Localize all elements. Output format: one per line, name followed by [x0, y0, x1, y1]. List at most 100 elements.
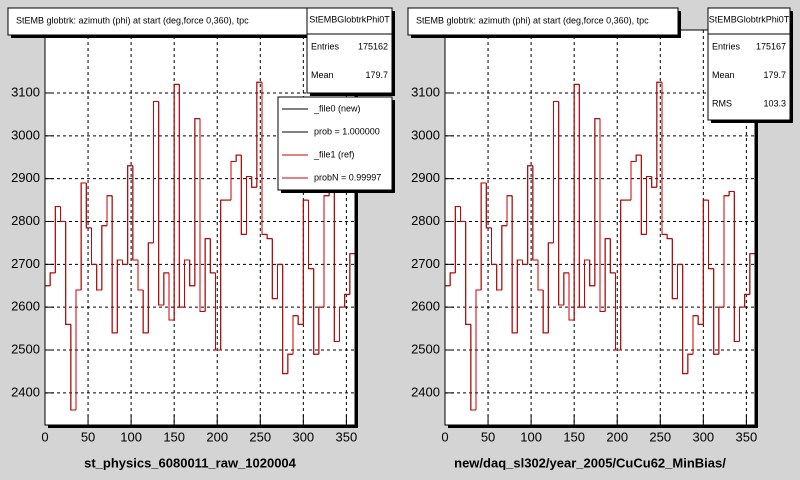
histogram-bin: [697, 315, 704, 325]
histogram-bin: [733, 191, 740, 342]
histogram-bin: [271, 238, 278, 300]
histogram-bin: [475, 289, 482, 411]
histogram-bin: [339, 306, 345, 342]
histogram-bin: [178, 84, 185, 308]
histogram-bin: [635, 154, 642, 162]
stats-box: [306, 7, 393, 94]
histogram-bin: [620, 199, 626, 351]
histogram-bin: [256, 81, 262, 188]
y-tick-label: 2800: [11, 213, 40, 228]
y-tick-label: 2500: [11, 341, 40, 356]
histogram-bin: [209, 238, 216, 274]
histogram-bin: [609, 238, 616, 274]
histogram-bin: [261, 82, 268, 235]
histogram-bin: [563, 272, 569, 306]
legend-entry: prob = 1.000000: [314, 126, 380, 136]
histogram-bin: [220, 199, 226, 351]
histogram-bin: [127, 165, 133, 265]
histogram-bin: [235, 154, 242, 162]
histogram-bin: [713, 268, 719, 355]
x-tick-label: 50: [81, 429, 95, 444]
y-tick-label: 3100: [411, 84, 440, 99]
stats-label: Mean: [712, 70, 735, 80]
legend-entry: _file1 (ref): [313, 149, 355, 159]
stats-value: 175167: [756, 41, 786, 51]
histogram-bin: [85, 182, 92, 229]
y-tick-label: 2500: [411, 341, 440, 356]
histogram-bin: [308, 200, 314, 270]
y-tick-label: 2600: [11, 299, 40, 314]
x-tick-label: 300: [292, 429, 314, 444]
y-tick-label: 2800: [411, 213, 440, 228]
x-tick-label: 0: [41, 429, 48, 444]
histogram-bin: [246, 176, 252, 235]
histogram-bin: [153, 101, 159, 243]
histogram-bin: [573, 83, 580, 321]
histogram-bin: [266, 234, 273, 240]
histogram-bin: [313, 268, 319, 355]
histogram-bin: [542, 290, 549, 334]
histogram-bin: [739, 306, 745, 342]
y-tick-label: 2700: [11, 256, 40, 271]
histogram-bin: [692, 315, 699, 355]
histogram-bin: [516, 259, 523, 333]
y-tick-label: 2900: [11, 170, 40, 185]
x-tick-label: 100: [120, 429, 142, 444]
histogram-bin: [511, 195, 518, 334]
legend-entry: _file0 (new): [313, 103, 361, 113]
histogram-bin: [173, 83, 180, 321]
stats-label: Entries: [712, 41, 741, 51]
histogram-bin: [204, 238, 211, 312]
histogram-bin: [589, 260, 595, 287]
histogram-bin: [578, 84, 585, 308]
histogram-bin: [333, 191, 340, 342]
histogram-bin: [491, 227, 497, 265]
histogram-bin: [718, 306, 724, 355]
x-tick-label: 200: [606, 429, 628, 444]
stats-title: StEMBGlobtrkPhi0T: [709, 14, 790, 24]
histogram-bin: [449, 272, 456, 286]
chart-title: StEMB globtrk: azimuth (phi) at start (d…: [416, 15, 649, 25]
histogram-bin: [111, 195, 118, 334]
x-tick-label: 300: [692, 429, 714, 444]
stats-value: 103.3: [763, 98, 786, 108]
histogram-bin: [142, 290, 149, 334]
stats-value: 179.7: [763, 70, 786, 80]
histogram-bin: [465, 221, 471, 325]
histogram-bin: [599, 118, 606, 312]
histogram-bin: [537, 260, 544, 291]
histogram-bin: [91, 227, 97, 265]
x-tick-label: 200: [206, 429, 228, 444]
title-box: [407, 7, 679, 36]
histogram-bin: [656, 81, 662, 188]
histogram-bin: [630, 161, 637, 201]
y-tick-label: 2600: [411, 299, 440, 314]
histogram-bin: [194, 118, 200, 286]
histogram-bin: [75, 289, 82, 411]
histogram-bin: [323, 195, 330, 308]
histogram-bin: [460, 206, 466, 223]
histogram-bin: [297, 315, 304, 325]
histogram-bin: [677, 263, 683, 299]
histogram-bin: [251, 176, 257, 188]
histogram-bin: [744, 293, 750, 308]
stats-title: StEMBGlobtrkPhi0T: [309, 14, 390, 24]
histogram-bin: [687, 353, 693, 374]
histogram-bin: [682, 264, 688, 375]
stats-label: Entries: [311, 41, 340, 51]
histogram-bin: [199, 118, 206, 312]
histogram-bin: [215, 272, 221, 351]
histogram-bin: [522, 260, 528, 265]
histogram-bin: [532, 165, 538, 261]
x-tick-label: 150: [163, 429, 185, 444]
y-tick-label: 3000: [11, 127, 40, 142]
histogram-bin: [496, 264, 502, 291]
histogram-bin: [640, 155, 647, 235]
histogram-bin: [189, 260, 195, 287]
x-tick-label: 0: [441, 429, 448, 444]
histogram-bin: [604, 238, 611, 312]
x-tick-label: 250: [249, 429, 271, 444]
histogram-bin: [661, 82, 668, 235]
histogram-bin: [501, 225, 507, 291]
